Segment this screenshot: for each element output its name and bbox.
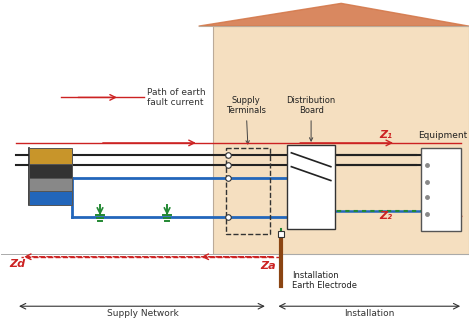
- Text: Za: Za: [260, 260, 275, 270]
- Text: Installation
Earth Electrode: Installation Earth Electrode: [292, 270, 357, 290]
- Bar: [29, 164, 73, 177]
- Bar: [29, 177, 73, 191]
- Text: Equipment: Equipment: [418, 131, 467, 140]
- Bar: [226, 148, 270, 234]
- Text: Installation: Installation: [344, 309, 394, 318]
- Bar: [29, 191, 73, 205]
- Bar: [213, 26, 469, 254]
- Bar: [287, 145, 335, 229]
- Bar: [29, 148, 73, 166]
- Text: Zd: Zd: [9, 259, 26, 269]
- Polygon shape: [199, 3, 469, 26]
- Text: Distribution
Board: Distribution Board: [286, 96, 336, 141]
- Text: Z₁: Z₁: [379, 130, 392, 140]
- Text: Z₂: Z₂: [379, 211, 392, 221]
- Bar: [420, 148, 461, 231]
- Text: Supply
Terminals: Supply Terminals: [226, 96, 266, 144]
- Text: Path of earth
fault current: Path of earth fault current: [147, 88, 206, 107]
- Text: Supply Network: Supply Network: [107, 309, 178, 318]
